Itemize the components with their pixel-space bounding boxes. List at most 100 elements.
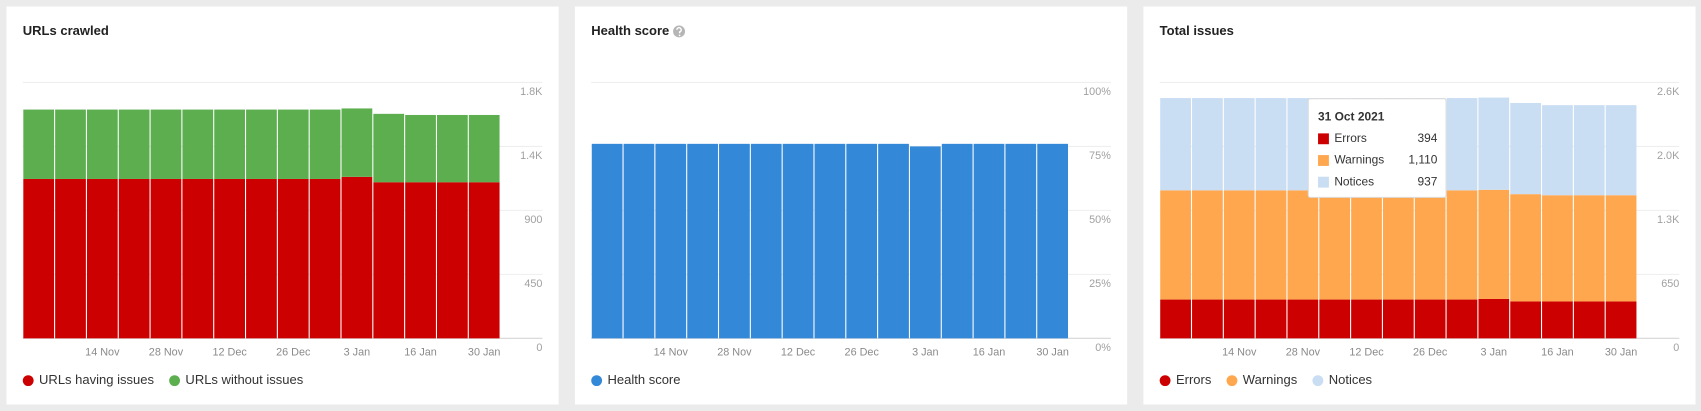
x-tick-label: 28 Nov [1286,346,1321,358]
bar-segment [1510,301,1541,339]
y-tick-label: 900 [524,214,542,226]
bar-segment [1192,98,1223,191]
bar-segment [1160,190,1191,300]
x-tick-label: 3 Jan [344,346,371,358]
bar-segment [1446,299,1478,339]
legend-dot [591,375,603,387]
bar-segment [1478,298,1510,339]
bar-segment [623,143,655,339]
x-tick-label: 12 Dec [212,346,247,358]
tooltip-title: 31 Oct 2021 [1318,109,1385,123]
bar-segment [1037,143,1069,339]
legend-dot [1312,375,1324,387]
x-tick-label: 14 Nov [1222,346,1257,358]
x-tick-label: 14 Nov [85,346,120,358]
chart-panel: Health score 0% 25% 50% 75% 100% 14 Nov 28 Nov 1… [574,6,1128,405]
legend-label: Notices [1329,372,1373,387]
bar-segment [1414,190,1446,300]
help-icon-glyph [676,27,682,34]
bar-segment [1160,98,1191,191]
bar-segment [1382,299,1414,339]
legend-dot [22,375,34,387]
bar-segment [55,178,86,339]
x-tick-label: 30 Jan [468,346,501,358]
bar-segment [373,113,405,183]
tooltip-swatch [1318,176,1329,188]
x-tick-label: 16 Jan [1541,346,1574,358]
legend-dot [1159,375,1171,387]
y-tick-label: 2.6K [1657,86,1680,98]
x-tick-label: 26 Dec [845,346,880,358]
bar-segment [1510,102,1541,195]
x-tick-label: 28 Nov [149,346,184,358]
bar-segment [750,143,782,339]
y-tick-label: 75% [1089,150,1111,162]
bar-segment [341,176,373,339]
bar-segment [437,182,468,339]
x-tick-label: 26 Dec [276,346,311,358]
y-tick-label: 1.4K [520,150,543,162]
bar-segment [55,109,86,179]
bar-segment [150,178,182,339]
x-tick-label: 30 Jan [1605,346,1638,358]
bar-segment [1223,299,1255,339]
tooltip-name: Errors [1334,131,1366,145]
y-tick-label: 2.0K [1657,150,1680,162]
x-tick-label: 12 Dec [781,346,816,358]
bar-segment [1478,97,1510,190]
bar-segment [1414,299,1446,339]
y-tick-label: 25% [1089,278,1111,290]
bar-segment [1223,190,1255,300]
x-tick-label: 3 Jan [912,346,939,358]
bar-segment [1510,194,1541,302]
tooltip-value: 394 [1417,131,1437,145]
tooltip-value: 937 [1417,174,1437,188]
bar-segment [437,114,468,183]
bar-segment [373,182,405,339]
bar-segment [214,178,245,339]
bar-segment [118,109,150,179]
y-tick-label: 100% [1083,86,1111,98]
bar-segment [182,109,214,179]
legend-label: URLs having issues [39,372,154,387]
bar-segment [1351,299,1382,339]
y-tick-label: 0 [536,342,542,354]
bar-segment [846,143,878,339]
x-tick-label: 3 Jan [1481,346,1508,358]
bar-segment [309,178,341,339]
legend-label: Health score [608,372,681,387]
bar-segment [150,109,182,179]
bar-segment [1446,98,1478,191]
tooltip-name: Warnings [1334,153,1384,167]
chart-panel: Total issues 0 650 1.3K 2.0K 2.6K 14 Nov 28 Nov… [1143,6,1696,405]
bar-segment [1446,190,1478,300]
bar-segment [1287,299,1319,339]
x-tick-label: 16 Jan [404,346,437,358]
x-tick-label: 30 Jan [1036,346,1069,358]
bar-segment [1223,98,1255,191]
chart-title: Total issues [1160,23,1234,38]
bar-segment [468,114,500,183]
bar-segment [1255,190,1287,300]
bar-segment [182,178,214,339]
bar-segment [687,143,718,339]
bar-segment [1542,301,1573,339]
bar-segment [341,108,373,177]
y-tick-label: 0 [1673,342,1679,354]
bar-segment [1573,195,1605,302]
bar-segment [1319,299,1351,339]
x-tick-label: 28 Nov [717,346,752,358]
bar-segment [1382,190,1414,300]
bar-segment [1351,190,1382,300]
bar-segment [1605,301,1637,339]
bar-segment [909,146,941,339]
y-tick-label: 1.3K [1657,214,1680,226]
tooltip-swatch [1318,155,1329,166]
y-tick-label: 0% [1095,342,1111,354]
bar-segment [1542,195,1573,302]
bar-segment [1605,195,1637,302]
bar-segment [878,143,909,339]
tooltip-value: 1,110 [1408,153,1437,167]
bar-segment [1478,189,1510,299]
